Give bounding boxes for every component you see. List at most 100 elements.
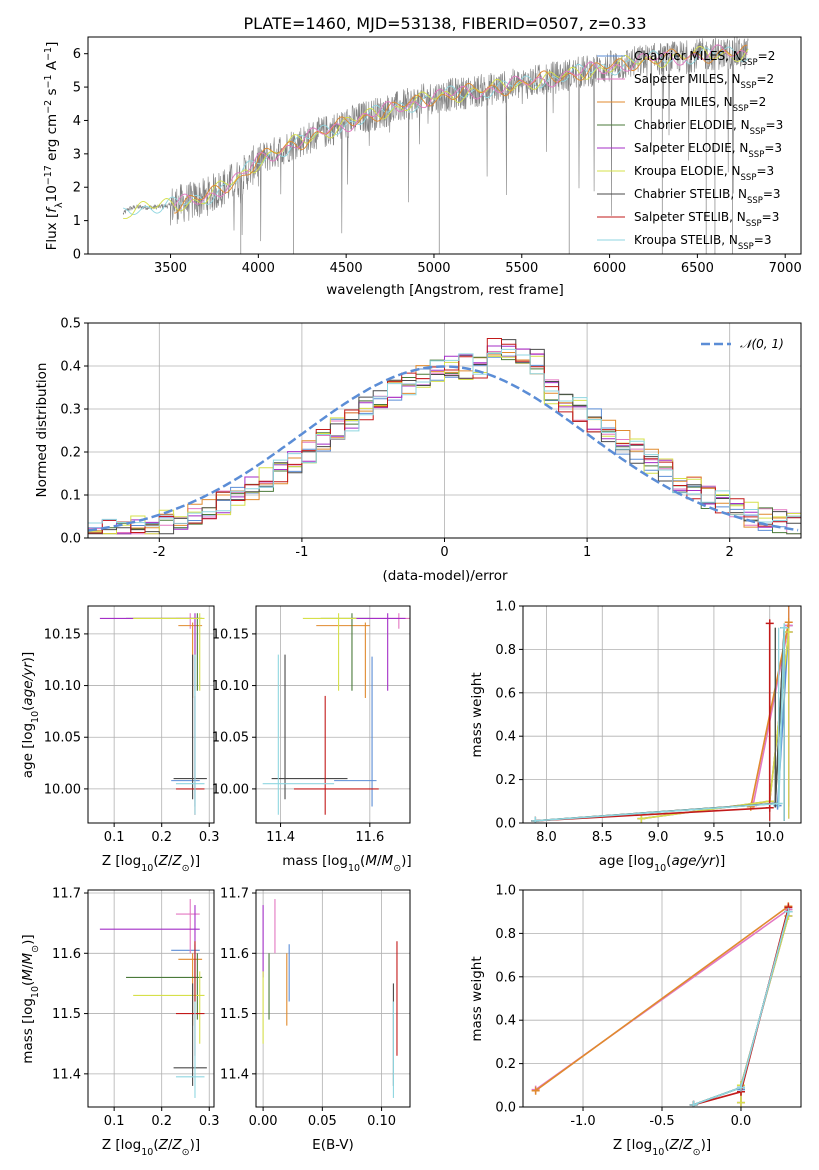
y-tick-label: 0.4 [60,360,81,375]
label-part: age/yr [20,661,36,706]
label-part: ⊙ [693,1147,701,1158]
x-tick-label: 0.00 [249,1114,278,1129]
y-tick-label: 10.15 [212,627,249,642]
label-part: wavelength [Angstrom, rest frame] [326,282,564,298]
y-tick-label: 10.10 [44,679,81,694]
y-axis-label: age [log10(age/yr)] [20,652,41,778]
legend-label: Salpeter STELIB, NSSP=3 [634,210,779,229]
label-part: age/yr [671,853,716,869]
panel-mass-vs-Z: 0.1 0.2 0.311.411.511.611.7Z [log10(Z/Z⊙)]… [20,887,220,1158]
x-tick-label: 1 [583,545,591,560]
y-tick-label: 10.05 [44,731,81,746]
x-tick-label: 9.5 [704,830,725,845]
label-part: age [ [599,853,634,869]
y-tick-label: 1 [73,214,81,229]
legend-label: Salpeter ELODIE, NSSP=3 [634,141,782,160]
x-axis-label: Z [log10(Z/Z⊙)] [102,1137,200,1158]
y-axis-label: Flux [fλ10−17 erg cm−2 s−1 A−1] [43,42,65,251]
label-part: )] [20,652,36,663]
y-tick-label: 11.7 [220,887,249,902]
x-tick-label: 0.3 [199,830,220,845]
label-part: Z [ [102,1137,121,1153]
legend-label: Kroupa STELIB, NSSP=3 [634,233,772,252]
legend-label: Kroupa MILES, NSSP=2 [634,95,766,114]
label-part: ] [44,42,60,47]
figure-title: PLATE=1460, MJD=53138, FIBERID=0507, z=0… [243,14,646,33]
label-part: / [20,964,36,969]
y-tick-label: 11.4 [220,1067,249,1082]
label-part: ⊙ [182,1147,190,1158]
y-tick-label: 3 [73,147,81,162]
x-axis-label: wavelength [Angstrom, rest frame] [326,282,564,298]
label-part: λ [54,202,65,208]
panel-weight-vs-age: 8.0 8.5 9.0 9.5 10.0 0.0 0.2 0.4 0.6 0.8 1.0 age [l… [469,600,802,874]
y-tick-label: 0.8 [495,927,516,942]
label-part: Z [682,1137,693,1153]
weight-line [535,627,786,822]
y-tick-label: 11.5 [52,1007,81,1022]
weight-line [535,623,771,822]
label-part: Z [158,853,169,869]
label-part: ( [153,853,158,869]
y-tick-label: 1.0 [495,600,516,615]
x-axis-label: Z [log10(Z/Z⊙)] [613,1137,711,1158]
legend-label: Chabrier MILES, NSSP=2 [634,49,775,68]
y-tick-label: 6 [73,47,81,62]
legend-tail: =3 [756,164,774,178]
x-axis-label: age [log10(age/yr)] [599,853,725,874]
y-tick-label: 0.0 [495,1101,516,1116]
legend-tail: =2 [749,95,767,109]
legend-text: Chabrier MILES, N [634,49,742,63]
x-tick-label: 7000 [769,261,802,276]
model-line [123,46,749,220]
weight-line [535,627,786,822]
label-part: / [168,853,173,869]
gaussian-curve [88,365,799,532]
legend-sub: SSP [733,104,749,114]
label-part: )] [401,853,412,869]
label-part: ( [664,1137,669,1153]
x-tick-label: 0.10 [367,1114,396,1129]
x-tick-label: -1 [295,545,308,560]
label-part: ( [20,981,36,986]
weight-marker [784,907,793,916]
label-part: 10 [141,863,153,874]
panel-spectrum: 3500 4000 4500 5000 5500 6000 6500 7000 0 1 2 3 4 5 6 w… [43,36,802,298]
y-tick-label: 0.3 [60,403,81,418]
axes-frame [87,605,215,824]
panel-mass-vs-EBV: 0.00 0.05 0.10 11.4 11.5 11.6 11.7 E(B-V) [220,887,411,1153]
legend-tail: =3 [764,141,782,155]
label-part: 10 [44,185,60,202]
legend-label: Salpeter MILES, NSSP=2 [634,72,774,91]
label-part: A [44,60,60,74]
plot-area [531,606,793,823]
y-axis-label: mass weight [469,672,485,757]
legend-label: Kroupa ELODIE, NSSP=3 [634,164,774,183]
legend-label: Chabrier ELODIE, NSSP=3 [634,118,783,137]
label-part: log [327,853,348,869]
x-axis-label: E(B-V) [312,1137,354,1153]
label-part: 10 [30,711,41,723]
x-tick-label: 0.3 [199,1114,220,1129]
y-tick-label: 0.6 [495,970,516,985]
legend-sub: SSP [748,150,764,160]
plot-area [262,899,398,1098]
legend-text: Salpeter MILES, N [634,72,741,86]
x-tick-label: 2 [726,545,734,560]
x-tick-label: -0.5 [649,1114,674,1129]
label-part: 10 [348,863,360,874]
plot-area [122,37,749,254]
label-part: Z [669,1137,680,1153]
label-part: E(B-V) [312,1137,354,1153]
label-part: −1 [43,74,54,88]
label-part: ( [153,1137,158,1153]
plot-layer: 3500 4000 4500 5000 5500 6000 6500 7000 0 1 2 3 4 5 6 w… [20,36,802,1158]
x-tick-label: 0.2 [151,830,172,845]
x-tick-label: 0.2 [151,1114,172,1129]
label-part: mass [ [20,1019,36,1064]
y-tick-label: 0.0 [495,817,516,832]
legend-text: Salpeter ELODIE, N [634,141,748,155]
y-tick-label: 11.6 [52,947,81,962]
x-tick-label: 11.4 [266,830,295,845]
